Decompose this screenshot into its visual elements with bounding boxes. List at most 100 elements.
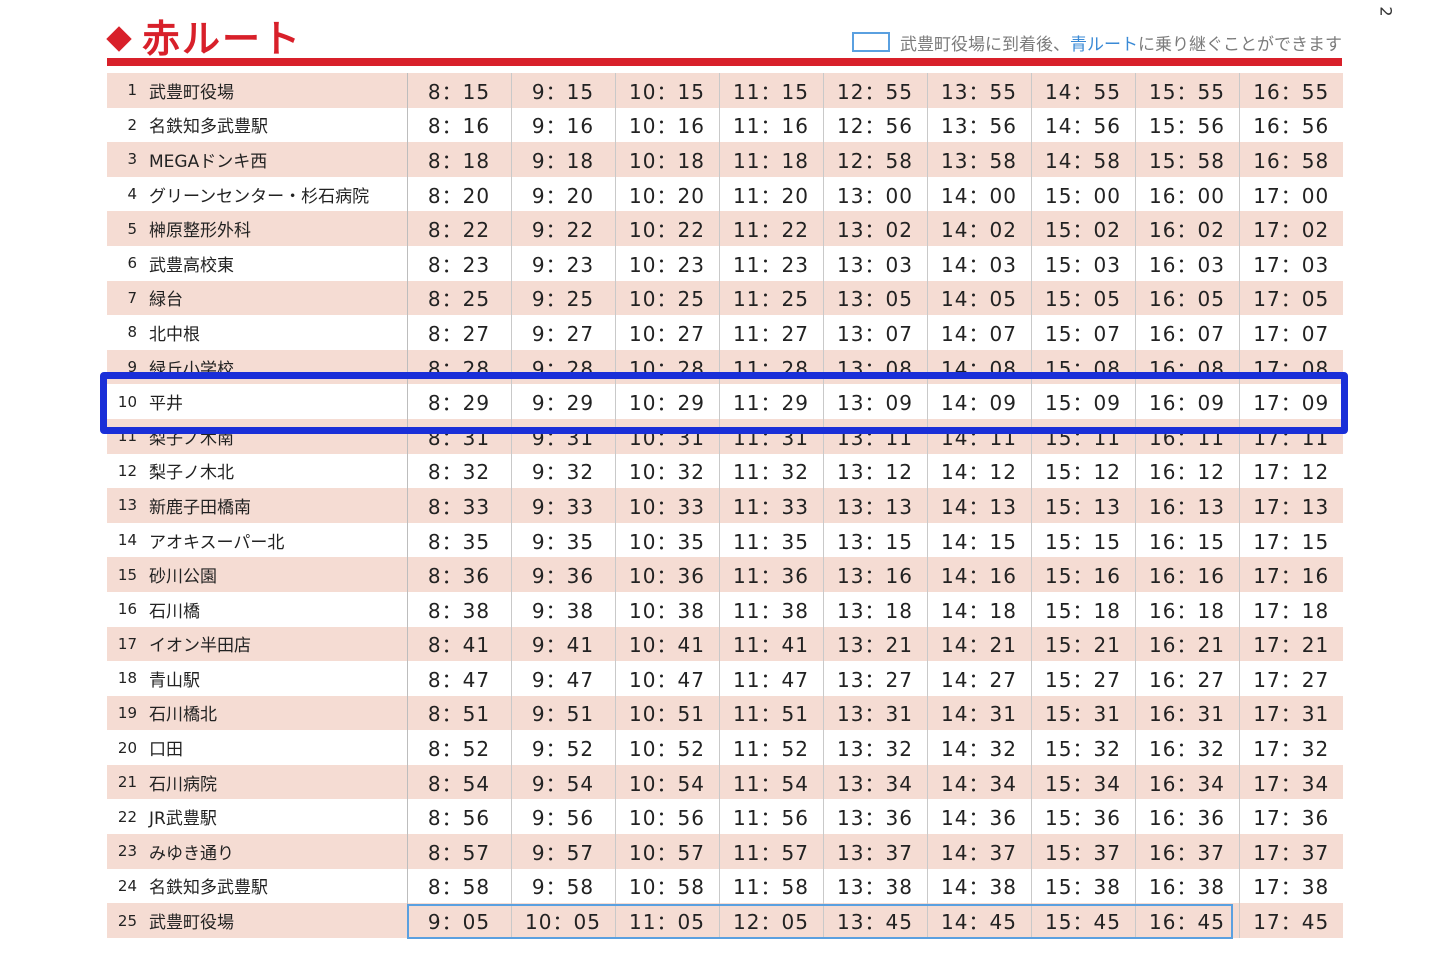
departure-time: 10：25	[615, 281, 719, 316]
departure-time: 8：54	[407, 765, 511, 800]
departure-time: 9：23	[511, 246, 615, 281]
departure-time: 14：15	[927, 523, 1031, 558]
departure-time: 17：11	[1239, 419, 1343, 454]
departure-time: 12：05	[719, 903, 823, 938]
stop-name: 青山駅	[143, 661, 407, 696]
departure-time: 14：27	[927, 661, 1031, 696]
departure-time: 9：32	[511, 454, 615, 489]
departure-time: 13：15	[823, 523, 927, 558]
departure-time: 9：41	[511, 627, 615, 662]
legend-text-pre: 武豊町役場に到着後、	[900, 30, 1070, 55]
departure-time: 11：41	[719, 627, 823, 662]
departure-time: 13：55	[927, 73, 1031, 108]
legend-outline-swatch	[852, 32, 890, 52]
departure-time: 13：16	[823, 557, 927, 592]
departure-time: 15：05	[1031, 281, 1135, 316]
stop-name: 緑台	[143, 281, 407, 316]
departure-time: 8：27	[407, 315, 511, 350]
departure-time: 17：34	[1239, 765, 1343, 800]
departure-time: 14：21	[927, 627, 1031, 662]
departure-time: 14：38	[927, 869, 1031, 904]
departure-time: 9：47	[511, 661, 615, 696]
departure-time: 8：16	[407, 108, 511, 143]
departure-time: 11：22	[719, 211, 823, 246]
stop-name: 榊原整形外科	[143, 211, 407, 246]
departure-time: 17：45	[1239, 903, 1343, 938]
departure-time: 17：00	[1239, 177, 1343, 212]
departure-time: 10：22	[615, 211, 719, 246]
departure-time: 10：41	[615, 627, 719, 662]
departure-time: 11：56	[719, 799, 823, 834]
diamond-icon	[106, 26, 132, 52]
stop-name: 梨子ノ木北	[143, 454, 407, 489]
departure-time: 11：36	[719, 557, 823, 592]
departure-time: 10：32	[615, 454, 719, 489]
departure-time: 8：23	[407, 246, 511, 281]
departure-time: 8：31	[407, 419, 511, 454]
stop-name: 平井	[143, 384, 407, 419]
departure-time: 12：55	[823, 73, 927, 108]
departure-time: 15：45	[1031, 903, 1135, 938]
departure-time: 16：36	[1135, 799, 1239, 834]
departure-time: 10：15	[615, 73, 719, 108]
departure-time: 14：55	[1031, 73, 1135, 108]
table-row: 25 武豊町役場 9：05 10：05 11：05 12：05 13：45 14：45 15：4…	[107, 903, 1343, 938]
departure-time: 10：05	[511, 903, 615, 938]
stop-number: 12	[107, 454, 143, 489]
departure-time: 11：25	[719, 281, 823, 316]
stop-name: 口田	[143, 730, 407, 765]
stop-name: 梨子ノ木南	[143, 419, 407, 454]
departure-time: 14：32	[927, 730, 1031, 765]
stop-number: 14	[107, 523, 143, 558]
departure-time: 8：20	[407, 177, 511, 212]
departure-time: 8：47	[407, 661, 511, 696]
departure-time: 8：38	[407, 592, 511, 627]
departure-time: 13：38	[823, 869, 927, 904]
departure-time: 12：58	[823, 142, 927, 177]
table-row: 24 名鉄知多武豊駅 8：58 9：58 10：58 11：58 13：38 14：38 15：…	[107, 869, 1343, 904]
departure-time: 16：05	[1135, 281, 1239, 316]
departure-time: 11：28	[719, 350, 823, 385]
departure-time: 14：56	[1031, 108, 1135, 143]
departure-time: 8：25	[407, 281, 511, 316]
departure-time: 9：54	[511, 765, 615, 800]
departure-time: 14：13	[927, 488, 1031, 523]
departure-time: 15：34	[1031, 765, 1135, 800]
departure-time: 11：51	[719, 696, 823, 731]
stop-name: JR武豊駅	[143, 799, 407, 834]
departure-time: 15：21	[1031, 627, 1135, 662]
header-divider	[107, 58, 1342, 66]
departure-time: 16：56	[1239, 108, 1343, 143]
departure-time: 15：00	[1031, 177, 1135, 212]
departure-time: 17：02	[1239, 211, 1343, 246]
departure-time: 9：51	[511, 696, 615, 731]
departure-time: 8：41	[407, 627, 511, 662]
table-row: 3 MEGAドンキ西 8：18 9：18 10：18 11：18 12：58 13：58 14：…	[107, 142, 1343, 177]
table-row: 10 平井 8：29 9：29 10：29 11：29 13：09 14：09 15：09 16：…	[107, 384, 1343, 419]
departure-time: 13：13	[823, 488, 927, 523]
stop-number: 10	[107, 384, 143, 419]
table-row: 7 緑台 8：25 9：25 10：25 11：25 13：05 14：05 15：05 16：0…	[107, 281, 1343, 316]
departure-time: 13：34	[823, 765, 927, 800]
departure-time: 9：31	[511, 419, 615, 454]
departure-time: 9：20	[511, 177, 615, 212]
departure-time: 13：31	[823, 696, 927, 731]
departure-time: 14：00	[927, 177, 1031, 212]
departure-time: 11：35	[719, 523, 823, 558]
departure-time: 16：31	[1135, 696, 1239, 731]
stop-number: 9	[107, 350, 143, 385]
departure-time: 10：56	[615, 799, 719, 834]
departure-time: 13：21	[823, 627, 927, 662]
table-row: 9 緑丘小学校 8：28 9：28 10：28 11：28 13：08 14：08 15：08 1…	[107, 350, 1343, 385]
departure-time: 9：56	[511, 799, 615, 834]
table-row: 22 JR武豊駅 8：56 9：56 10：56 11：56 13：36 14：36 15：36…	[107, 799, 1343, 834]
table-row: 15 砂川公園 8：36 9：36 10：36 11：36 13：16 14：16 15：16 1…	[107, 557, 1343, 592]
stop-number: 19	[107, 696, 143, 731]
stop-name: 新鹿子田橋南	[143, 488, 407, 523]
departure-time: 11：23	[719, 246, 823, 281]
stop-number: 18	[107, 661, 143, 696]
departure-time: 16：13	[1135, 488, 1239, 523]
departure-time: 13：05	[823, 281, 927, 316]
departure-time: 17：31	[1239, 696, 1343, 731]
departure-time: 11：29	[719, 384, 823, 419]
